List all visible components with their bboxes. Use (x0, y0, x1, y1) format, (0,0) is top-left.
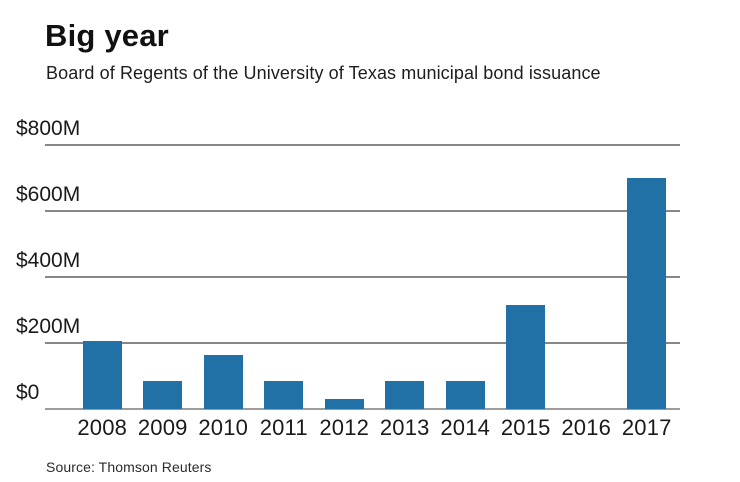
bar-slot-2009 (133, 129, 194, 409)
bar-slot-2008 (72, 129, 133, 409)
x-tick-label-2014: 2014 (440, 415, 491, 440)
chart-title: Big year (45, 18, 169, 53)
x-tick-label-2011: 2011 (259, 415, 308, 440)
bar-slot-2012 (314, 129, 375, 409)
source-note: Source: Thomson Reuters (46, 459, 212, 475)
bar-2014 (445, 381, 485, 409)
bar-2017 (627, 178, 667, 409)
y-tick-label-600: $600M (16, 183, 81, 206)
x-tick-label-2015: 2015 (500, 415, 551, 440)
x-tick-label-2008: 2008 (77, 415, 128, 440)
gridline-600 (45, 210, 680, 212)
x-tick-label-2016: 2016 (561, 415, 612, 440)
bar-slot-2014 (435, 129, 496, 409)
bar-2015 (506, 305, 546, 409)
bar-2010 (203, 355, 243, 409)
bar-slot-2015 (496, 129, 557, 409)
y-tick-label-200: $200M (16, 315, 81, 338)
bar-slot-2016 (556, 129, 617, 409)
bar-2011 (264, 381, 304, 409)
y-tick-label-800: $800M (16, 117, 81, 140)
bar-2012 (324, 399, 364, 409)
bar-slot-2013 (375, 129, 436, 409)
bars-row (72, 129, 677, 409)
x-tick-label-2017: 2017 (621, 415, 672, 440)
x-tick-label-2012: 2012 (319, 415, 370, 440)
bar-slot-2011 (254, 129, 315, 409)
x-tick-label-2010: 2010 (198, 415, 249, 440)
gridline-800 (45, 144, 680, 146)
y-tick-label-0: $0 (16, 381, 40, 404)
y-tick-label-400: $400M (16, 249, 81, 272)
plot-area: $0 $200M $400M $600M $800M 2008 2009 2010 2011 2… (0, 117, 740, 482)
gridline-0 (45, 408, 680, 410)
chart-subtitle: Board of Regents of the University of Te… (46, 63, 601, 83)
bar-slot-2010 (193, 129, 254, 409)
x-axis-labels: 2008 2009 2010 2011 2012 2013 2014 2015 2016 2017 (72, 415, 677, 441)
bar-slot-2017 (617, 129, 678, 409)
gridline-400 (45, 276, 680, 278)
x-tick-label-2013: 2013 (379, 415, 430, 440)
bar-2009 (143, 381, 183, 409)
bar-2013 (385, 381, 425, 409)
gridline-200 (45, 342, 680, 344)
x-tick-label-2009: 2009 (137, 415, 188, 440)
bar-2008 (82, 341, 122, 409)
